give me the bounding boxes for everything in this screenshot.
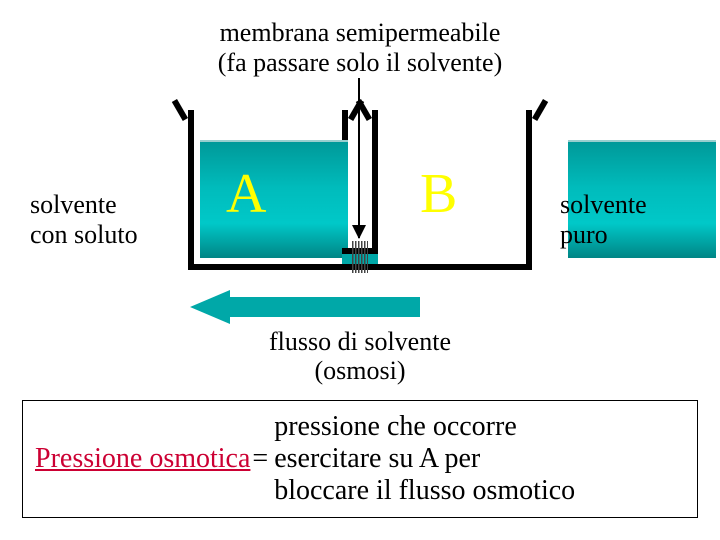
flux-label: flusso di solvente (osmosi) [0, 328, 720, 385]
solvent-flux-arrow [190, 290, 420, 324]
osmosis-diagram: A B [188, 96, 532, 286]
beaker-label-a: A [226, 162, 266, 226]
flux-arrow-head [190, 290, 230, 324]
label-pure-solvent: solvente puro [560, 190, 710, 250]
definition-line3: bloccare il flusso osmotico [274, 475, 575, 506]
definition-line2: esercitare su A per [274, 443, 480, 474]
liquid-a [200, 140, 348, 258]
definition-equals: = [250, 443, 274, 475]
flux-label-line1: flusso di solvente [269, 327, 451, 356]
membrane-label-line1: membrana semipermeabile [220, 18, 501, 47]
label-left-line2: con soluto [30, 220, 138, 249]
beaker-a-lip-left [172, 99, 188, 121]
osmotic-pressure-definition: Pressione osmotica = pressione che occor… [22, 400, 698, 518]
membrane-label-line2: (fa passare solo il solvente) [218, 48, 502, 77]
membrane-label: membrana semipermeabile (fa passare solo… [0, 18, 720, 78]
definition-term: Pressione osmotica [35, 443, 250, 475]
beaker-label-b: B [420, 162, 457, 226]
flux-arrow-shaft [228, 297, 420, 317]
label-right-line2: puro [560, 220, 608, 249]
label-right-line1: solvente [560, 190, 647, 219]
flux-label-line2: (osmosi) [315, 356, 406, 385]
semipermeable-membrane [352, 241, 368, 273]
label-solvent-with-solute: solvente con soluto [30, 190, 170, 250]
label-left-line1: solvente [30, 190, 117, 219]
beaker-b-lip-right [532, 99, 548, 121]
beaker-a [188, 110, 348, 270]
definition-line1: pressione che occorre [274, 411, 517, 442]
definition-text: pressione che occorre esercitare su A pe… [274, 411, 575, 508]
